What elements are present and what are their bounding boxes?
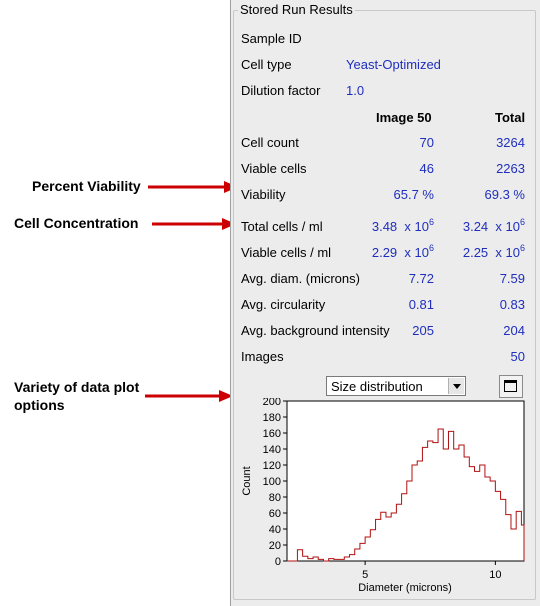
mantissa: 3.24 xyxy=(462,219,489,234)
mantissa: 2.29 xyxy=(371,245,398,260)
y-axis: 0 20 40 60 80 100 120 140 160 180 200 xyxy=(263,398,287,568)
cell-concentration-annotation: Cell Concentration xyxy=(14,215,139,231)
plot-options-arrow-icon xyxy=(145,390,233,402)
size-distribution-series xyxy=(287,428,525,562)
x-tick-label: 10 xyxy=(489,569,501,581)
cell-type-value: Yeast-Optimized xyxy=(346,57,441,72)
row-value-total-cell-count: 3264 xyxy=(496,135,525,150)
images-value: 50 xyxy=(510,349,525,364)
row-value-image-viable-cells: 46 xyxy=(419,161,434,176)
y-tick-label: 140 xyxy=(263,444,281,456)
y-tick-label: 100 xyxy=(263,476,281,488)
row-value-image-total-cells-ml: 3.48 x 106 xyxy=(371,217,434,235)
y-tick-label: 200 xyxy=(263,398,281,408)
panel-title: Stored Run Results xyxy=(238,2,355,17)
mantissa: 2.25 xyxy=(462,245,489,260)
y-axis-label: Count xyxy=(241,466,253,495)
dilution-factor-label: Dilution factor xyxy=(241,83,321,98)
column-header-image: Image 50 xyxy=(376,110,432,125)
row-label-total-cells-ml: Total cells / ml xyxy=(241,219,323,234)
row-value-image-viability: 65.7 % xyxy=(393,187,434,202)
exponent: 6 xyxy=(519,217,525,227)
row-value-image-avg-circularity: 0.81 xyxy=(408,297,434,312)
y-tick-label: 40 xyxy=(269,524,281,536)
multiplier: x 10 xyxy=(404,219,429,234)
row-label-viability: Viability xyxy=(241,187,286,202)
row-label-viable-cells: Viable cells xyxy=(241,161,307,176)
row-value-total-viability: 69.3 % xyxy=(484,187,525,202)
x-axis-label: Diameter (microns) xyxy=(358,582,452,594)
viability-arrow-icon xyxy=(148,181,238,193)
plot-type-selected: Size distribution xyxy=(331,379,423,394)
plot-options-annotation: Variety of data plot options xyxy=(14,378,139,414)
row-value-image-viable-cells-ml: 2.29 x 106 xyxy=(371,243,434,261)
sample-id-label: Sample ID xyxy=(241,31,302,46)
concentration-arrow-icon xyxy=(152,218,236,230)
row-value-image-avg-background-intensity: 205 xyxy=(412,323,434,338)
stored-run-results-group xyxy=(233,10,536,600)
row-value-image-cell-count: 70 xyxy=(419,135,434,150)
row-value-total-avg-diameter: 7.59 xyxy=(499,271,525,286)
multiplier: x 10 xyxy=(404,245,429,260)
multiplier: x 10 xyxy=(495,219,520,234)
exponent: 6 xyxy=(428,243,434,253)
row-label-avg-diameter: Avg. diam. (microns) xyxy=(241,271,360,286)
percent-viability-annotation: Percent Viability xyxy=(32,178,141,194)
y-tick-label: 120 xyxy=(263,460,281,472)
chevron-down-icon[interactable] xyxy=(448,378,464,394)
row-value-total-avg-circularity: 0.83 xyxy=(499,297,525,312)
mantissa: 3.48 xyxy=(371,219,398,234)
row-label-cell-count: Cell count xyxy=(241,135,299,150)
x-axis: 5 10 xyxy=(362,561,501,581)
exponent: 6 xyxy=(519,243,525,253)
y-tick-label: 80 xyxy=(269,492,281,504)
y-tick-label: 180 xyxy=(263,412,281,424)
images-label: Images xyxy=(241,349,284,364)
row-value-image-avg-diameter: 7.72 xyxy=(408,271,434,286)
plot-options-annotation-line2: options xyxy=(14,397,65,413)
y-tick-label: 0 xyxy=(275,556,281,568)
plot-area xyxy=(286,400,525,562)
row-label-avg-background-intensity: Avg. background intensity xyxy=(241,323,390,338)
row-value-total-avg-background-intensity: 204 xyxy=(503,323,525,338)
plot-options-annotation-line1: Variety of data plot xyxy=(14,379,140,395)
y-tick-label: 60 xyxy=(269,508,281,520)
row-value-total-viable-cells: 2263 xyxy=(496,161,525,176)
row-label-avg-circularity: Avg. circularity xyxy=(241,297,326,312)
exponent: 6 xyxy=(428,217,434,227)
column-header-total: Total xyxy=(495,110,526,125)
row-value-total-viable-cells-ml: 2.25 x 106 xyxy=(462,243,525,261)
row-value-total-total-cells-ml: 3.24 x 106 xyxy=(462,217,525,235)
row-label-viable-cells-ml: Viable cells / ml xyxy=(241,245,332,260)
size-distribution-chart: 0 20 40 60 80 100 120 140 160 180 200 5 10 Diameter… xyxy=(241,398,525,594)
dilution-factor-value: 1.0 xyxy=(346,83,365,98)
x-tick-label: 5 xyxy=(362,569,368,581)
y-tick-label: 160 xyxy=(263,428,281,440)
expand-plot-window-icon[interactable] xyxy=(499,375,523,398)
plot-type-select[interactable]: Size distribution xyxy=(326,376,466,396)
multiplier: x 10 xyxy=(495,245,520,260)
y-tick-label: 20 xyxy=(269,540,281,552)
cell-type-label: Cell type xyxy=(241,57,292,72)
